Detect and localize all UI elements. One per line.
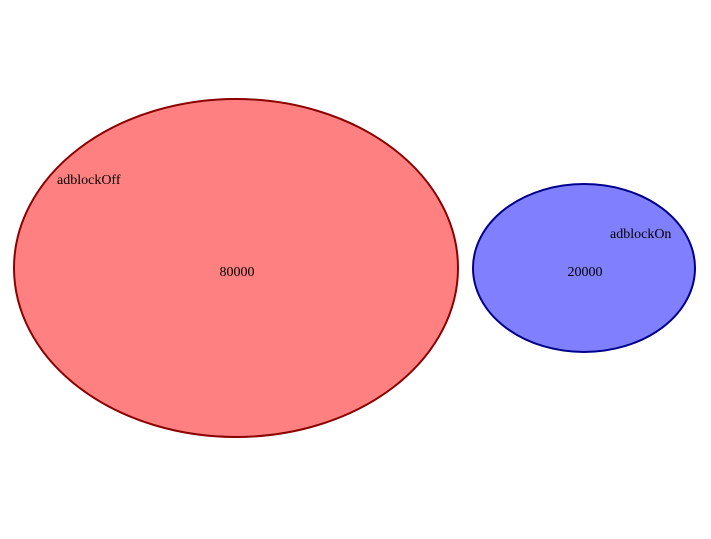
set-adblockon-label: adblockOn [610, 227, 671, 242]
set-adblockon-count: 20000 [568, 265, 603, 280]
set-adblockon-circle [472, 183, 696, 353]
set-adblockoff-label: adblockOff [57, 173, 121, 188]
set-adblockoff-count: 80000 [220, 265, 255, 280]
set-adblockoff-circle [13, 98, 459, 438]
